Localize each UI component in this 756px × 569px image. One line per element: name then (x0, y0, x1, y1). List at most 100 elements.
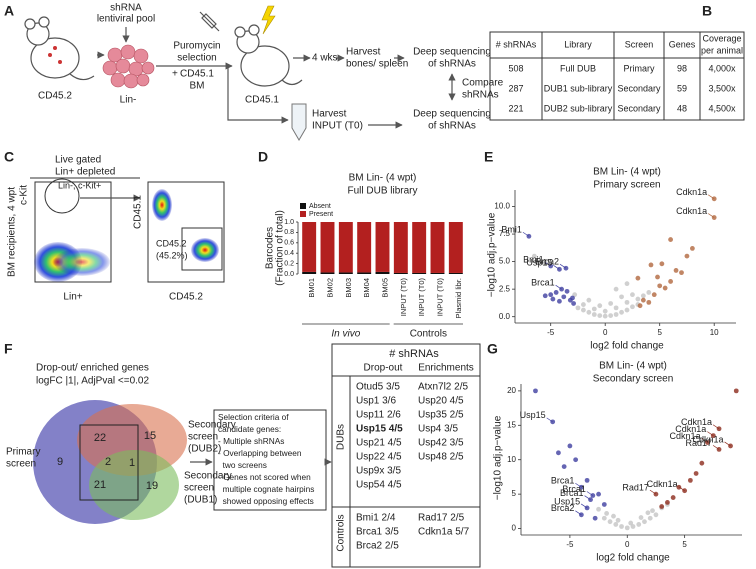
bar-segment (393, 222, 408, 273)
point (646, 290, 652, 295)
bar-segment (338, 272, 353, 274)
point (640, 297, 646, 303)
point (637, 303, 643, 309)
x-tick-label: INPUT (T0) (399, 278, 408, 317)
x-tick-label: BM01 (307, 278, 316, 298)
bar-segment (448, 222, 463, 273)
group-label: Controls (410, 329, 447, 340)
x-tick-label: INPUT (T0) (435, 278, 444, 317)
table-border (331, 343, 481, 568)
x-tick-label: 0 (625, 540, 630, 549)
bar-segment (320, 272, 335, 274)
x-tick-label: 0 (603, 328, 608, 337)
y-tick-label: 15 (507, 420, 516, 429)
y-tick-label: 0.0 (284, 271, 294, 278)
label: Compare (462, 78, 504, 89)
point (619, 294, 624, 300)
set-label: Secondary (188, 420, 236, 431)
point (557, 298, 562, 304)
point-label: Usp15 (554, 496, 580, 506)
bar-segment (448, 272, 463, 274)
label-leader (649, 489, 657, 495)
label: selection (177, 53, 216, 64)
label: 4,500x (708, 103, 736, 113)
point (693, 471, 699, 476)
irradiation (261, 5, 276, 35)
point-label: Usp15 (520, 410, 546, 420)
label: CD45.1 (180, 69, 214, 80)
chart-title: Secondary screen (593, 374, 674, 385)
y-tick-label: 0.8 (284, 229, 294, 236)
point (630, 524, 636, 529)
point (733, 388, 739, 394)
label: Cdkn1a 5/7 (418, 527, 470, 538)
point (597, 313, 603, 318)
point (635, 296, 641, 302)
region-count: 21 (94, 479, 106, 491)
tube (291, 103, 307, 141)
y-axis-label: (Fraction of total) (275, 210, 286, 286)
point (657, 283, 663, 289)
y-axis-label: −log10 adj.p−value (493, 415, 504, 500)
point-label: Cdkn1a (670, 431, 701, 441)
label-leader (522, 231, 530, 237)
label: Puromycin (173, 41, 220, 52)
point (650, 508, 655, 514)
point-label: Brca2 (551, 503, 575, 513)
point (619, 524, 624, 529)
point (608, 313, 614, 318)
point (615, 517, 621, 523)
y-tick-label: 2.5 (499, 284, 511, 293)
point (699, 460, 705, 466)
point (635, 275, 641, 281)
label-leader (559, 263, 567, 269)
y-tick-label: 5.0 (499, 257, 511, 266)
y-tick-label: 0.2 (284, 260, 294, 267)
label: Usp48 2/5 (418, 452, 464, 463)
label: 48 (677, 103, 687, 113)
label: Drop-out (364, 363, 403, 374)
label-leader (701, 438, 708, 443)
point-label: Cdkn1a (676, 206, 707, 216)
bar-segment (375, 222, 390, 272)
label: + (172, 69, 178, 80)
point (679, 270, 684, 276)
point-label: Brca1 (531, 278, 555, 288)
point (575, 305, 581, 311)
bar-segment (430, 272, 445, 274)
label: 59 (677, 83, 687, 93)
label-leader (708, 213, 715, 218)
label: BM recipients, 4 wpt (7, 187, 18, 277)
label: Usp20 4/5 (418, 396, 464, 407)
cells (102, 44, 155, 89)
region-count: 2 (105, 456, 111, 468)
point (630, 304, 635, 310)
y-tick-label: 0 (512, 524, 517, 533)
set-label: screen (188, 432, 218, 443)
label: Primary (624, 63, 655, 73)
region-count: 15 (144, 430, 156, 442)
label: Atxn7l2 2/5 (418, 382, 468, 393)
label: Genes (669, 39, 696, 49)
point (581, 307, 586, 313)
label: lentiviral pool (97, 14, 155, 25)
point (613, 522, 619, 527)
point (638, 515, 644, 520)
x-tick-label: -5 (547, 328, 555, 337)
point (573, 457, 579, 463)
label: Deep sequencing (413, 109, 491, 120)
point-label: Bmi1 (523, 254, 544, 264)
syringe (199, 11, 220, 32)
bar-segment (375, 271, 390, 274)
x-tick-label: INPUT (T0) (417, 278, 426, 317)
panel-letter: B (702, 3, 712, 19)
region-count: 9 (57, 456, 63, 468)
bar-segment (357, 222, 372, 273)
x-tick-label: BM03 (344, 278, 353, 298)
criteria-line: two screens (218, 460, 267, 470)
label: Secondary (617, 103, 661, 113)
label: Lin- (120, 95, 137, 106)
label: bones/ spleen (346, 59, 408, 70)
label: Drop-out/ enriched genes (36, 363, 149, 374)
label: Usp1 3/6 (356, 396, 396, 407)
